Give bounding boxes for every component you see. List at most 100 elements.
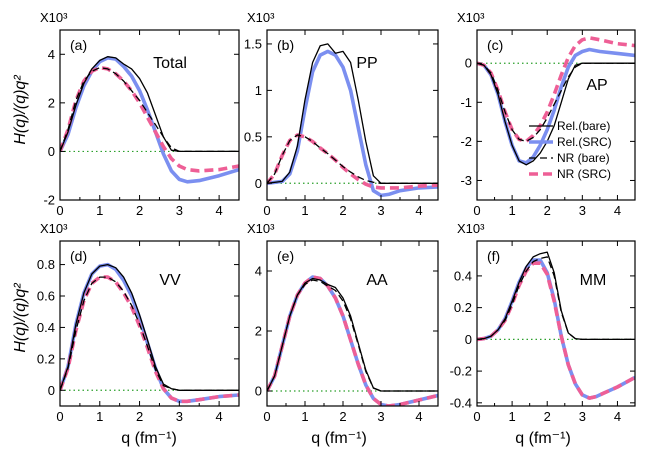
x-tick-label: 2: [339, 409, 346, 424]
multiplier-label: X10³: [247, 221, 275, 236]
panel-label: (e): [277, 248, 294, 264]
x-tick-label: 0: [56, 409, 63, 424]
x-tick-label: 3: [176, 409, 183, 424]
x-tick-label: 2: [544, 203, 551, 218]
series-line-rel-src: [267, 49, 438, 198]
panel-d: 0 1 2 3 4 0 0.2 0.4 0.6 0.8 X10³(d) VV: [37, 221, 240, 424]
y-tick-label: 2: [255, 324, 262, 339]
series-line-nr-src: [267, 275, 438, 406]
panel-label: (a): [70, 37, 87, 53]
y-tick-label: -0.2: [450, 364, 472, 379]
x-tick-label: 2: [339, 203, 346, 218]
x-tick-label: 0: [473, 203, 480, 218]
series-line-rel-bare: [477, 62, 635, 166]
panel-c: 0 1 2 3 4 -3 -2 -1 0 X10³(c) AP Rel.(bare) Rel.(SRC)…: [457, 10, 636, 218]
x-tick-label: 3: [377, 409, 384, 424]
x-tick-label: 1: [301, 409, 308, 424]
y-tick-label: 1: [255, 83, 262, 98]
x-tick-label: 1: [508, 409, 515, 424]
panel-title: AA: [366, 272, 388, 289]
plot-frame: [266, 29, 439, 201]
x-tick-label: 1: [96, 409, 103, 424]
plot-frame: [476, 29, 636, 201]
x-tick-label: 4: [614, 203, 621, 218]
series-group: [477, 36, 635, 166]
series-group: [267, 275, 438, 406]
x-axis-title-f: q (fm⁻¹): [515, 430, 571, 447]
x-tick-label: 0: [473, 409, 480, 424]
legend-label: NR (SRC): [557, 167, 611, 181]
y-tick-label: 4: [48, 47, 55, 62]
panel-title: PP: [356, 55, 377, 72]
y-tick-label: 0.4: [37, 320, 55, 335]
multiplier-label: X10³: [457, 10, 485, 25]
y-tick-label: 0: [255, 176, 262, 191]
x-tick-label: 0: [56, 203, 63, 218]
x-tick-label: 3: [377, 203, 384, 218]
x-tick-label: 1: [301, 203, 308, 218]
x-tick-label: 2: [544, 409, 551, 424]
panel-label: (b): [277, 37, 294, 53]
y-tick-label: 0: [48, 144, 55, 159]
series-line-nr-src: [477, 261, 635, 400]
x-tick-label: 3: [176, 203, 183, 218]
x-tick-label: 0: [263, 203, 270, 218]
x-tick-label: 4: [215, 409, 222, 424]
series-line-nr-src: [477, 36, 635, 144]
multiplier-label: X10³: [457, 221, 485, 236]
panel-title: AP: [586, 77, 607, 94]
series-line-nr-bare: [477, 62, 635, 143]
y-tick-label: 4: [255, 264, 262, 279]
series-line-rel-src: [60, 56, 239, 184]
series-line-rel-bare: [267, 277, 438, 392]
legend-label: NR (bare): [557, 151, 610, 165]
y-tick-label: 0.8: [37, 257, 55, 272]
panel-b: 0 1 2 3 4 0 0.5 1 1.5 X10³(b) PP: [244, 10, 439, 218]
series-line-rel-bare: [60, 56, 239, 153]
y-tick-label: 2: [48, 95, 55, 110]
plot-frame: [59, 29, 240, 201]
legend-label: Rel.(SRC): [557, 135, 612, 149]
y-tick-label: 0.5: [244, 129, 262, 144]
plot-frame: [59, 240, 240, 407]
y-tick-label: -3: [460, 173, 472, 188]
x-tick-label: 2: [136, 203, 143, 218]
panel-title: VV: [159, 272, 181, 289]
panel-title: MM: [580, 272, 607, 289]
series-group: [60, 56, 239, 184]
panel-title: Total: [153, 55, 187, 72]
x-tick-label: 1: [96, 203, 103, 218]
series-line-nr-bare: [267, 279, 438, 392]
plot-frame: [476, 240, 636, 407]
y-tick-label: 0: [48, 383, 55, 398]
plot-frame: [266, 240, 439, 407]
x-axis-title-d: q (fm⁻¹): [121, 430, 177, 447]
y-tick-label: 0: [465, 56, 472, 71]
x-tick-label: 4: [415, 409, 422, 424]
x-tick-label: 2: [136, 409, 143, 424]
series-line-nr-bare: [60, 276, 239, 391]
panel-label: (d): [70, 248, 87, 264]
series-line-nr-bare: [267, 134, 438, 184]
series-group: [60, 262, 239, 404]
series-group: [267, 43, 438, 198]
x-axis-title-e: q (fm⁻¹): [311, 430, 367, 447]
panel-label: (f): [487, 248, 500, 264]
panel-e: 0 1 2 3 4 0 2 4 X10³(e) AA: [247, 221, 439, 424]
legend: Rel.(bare) Rel.(SRC) NR (bare) NR (SRC): [529, 119, 612, 181]
y-tick-label: -0.4: [450, 395, 472, 410]
series-line-nr-bare: [60, 66, 239, 153]
x-tick-label: 4: [614, 409, 621, 424]
y-tick-label: 0.2: [37, 351, 55, 366]
series-line-nr-src: [60, 275, 239, 404]
multiplier-label: X10³: [247, 10, 275, 25]
y-tick-label: 0.6: [37, 289, 55, 304]
series-group: [477, 251, 635, 400]
y-tick-label: 0.2: [454, 300, 472, 315]
y-tick-label: -1: [460, 95, 472, 110]
y-tick-label: 0: [465, 332, 472, 347]
y-tick-label: 0.4: [454, 268, 472, 283]
